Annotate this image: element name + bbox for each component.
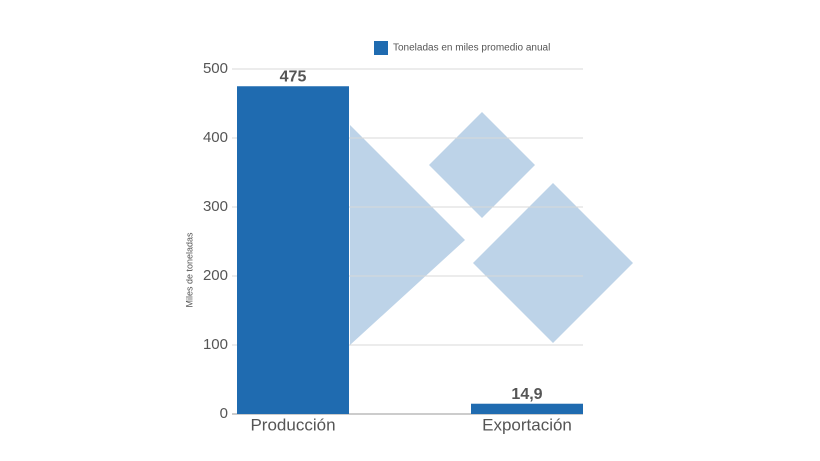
legend-label: Toneladas en miles promedio anual bbox=[393, 43, 550, 54]
x-tick-label: Producción bbox=[250, 415, 335, 434]
y-tick-label: 200 bbox=[203, 267, 228, 284]
y-tick-label: 0 bbox=[220, 405, 228, 422]
x-tick-label: Exportación bbox=[482, 415, 572, 434]
bar bbox=[471, 403, 583, 414]
value-label: 14,9 bbox=[511, 386, 542, 403]
y-tick-label: 500 bbox=[203, 60, 228, 77]
y-tick-label: 300 bbox=[203, 198, 228, 215]
y-tick-label: 400 bbox=[203, 129, 228, 146]
y-axis-label: Miles de toneladas bbox=[184, 232, 194, 308]
y-tick-label: 100 bbox=[203, 336, 228, 353]
watermark-shape bbox=[429, 112, 535, 218]
watermark-shape bbox=[473, 183, 633, 343]
bar bbox=[237, 86, 349, 414]
watermark bbox=[350, 112, 633, 345]
legend-swatch bbox=[374, 41, 388, 55]
watermark-shape bbox=[350, 125, 465, 345]
value-label: 475 bbox=[280, 68, 307, 85]
